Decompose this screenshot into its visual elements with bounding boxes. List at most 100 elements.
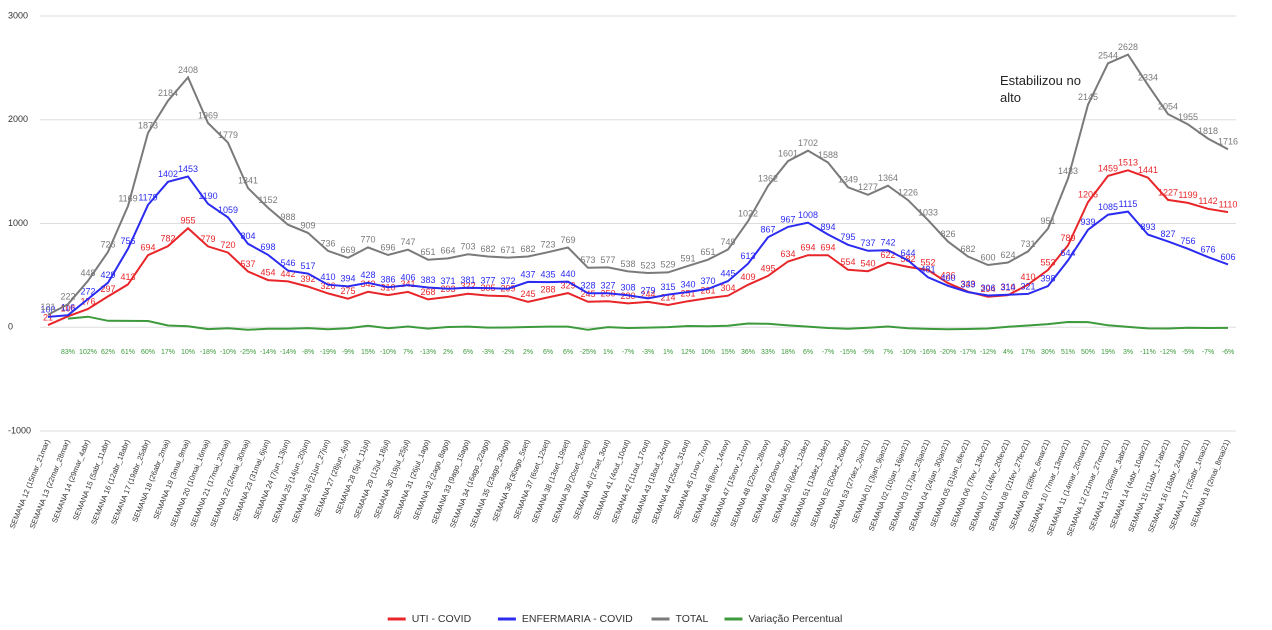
data-label: 314	[1000, 282, 1015, 292]
data-label: 445	[720, 268, 735, 278]
data-label: 372	[500, 276, 515, 286]
data-label: 106	[60, 304, 75, 314]
data-label: 410	[1020, 272, 1035, 282]
data-label: 1341	[238, 175, 258, 185]
data-label: -11%	[1140, 349, 1156, 356]
data-label: 326	[320, 281, 335, 291]
data-label: 1008	[798, 210, 818, 220]
data-label: 694	[820, 243, 835, 253]
data-label: 867	[760, 225, 775, 235]
data-label: 245	[580, 289, 595, 299]
data-label: 371	[440, 276, 455, 286]
data-label: 440	[560, 269, 575, 279]
data-label: 398	[1040, 273, 1055, 283]
data-label: 429	[100, 270, 115, 280]
data-label: 517	[300, 261, 315, 271]
data-label: 827	[1160, 229, 1175, 239]
data-label: 121	[40, 302, 55, 312]
data-label: 1349	[838, 175, 858, 185]
data-label: 537	[240, 259, 255, 269]
data-label: -6%	[1222, 349, 1234, 356]
data-label: 955	[180, 216, 195, 226]
data-label: 1179	[138, 192, 157, 202]
data-label: 651	[420, 247, 435, 257]
data-label: 552	[920, 257, 935, 267]
data-label: 2334	[1138, 72, 1158, 82]
data-label: -3%	[642, 349, 654, 356]
data-label: 442	[280, 269, 295, 279]
data-label: 577	[600, 255, 615, 265]
data-label: 553	[1040, 257, 1055, 267]
legend-label: ENFERMARIA - COVID	[522, 613, 633, 625]
data-label: 523	[640, 260, 655, 270]
data-label: -16%	[920, 349, 936, 356]
data-label: 703	[460, 242, 475, 252]
data-label: 381	[460, 275, 475, 285]
data-label: -18%	[200, 349, 216, 356]
data-label: 30%	[1041, 349, 1055, 356]
data-label: -14%	[280, 349, 296, 356]
data-label: 327	[600, 281, 615, 291]
data-label: 339	[960, 279, 975, 289]
data-label: 6%	[543, 349, 553, 356]
data-label: -10%	[900, 349, 916, 356]
data-label: 694	[140, 243, 155, 253]
data-label: 343	[960, 279, 975, 289]
data-label: 988	[280, 212, 295, 222]
data-label: -7%	[822, 349, 834, 356]
data-label: -25%	[580, 349, 596, 356]
data-label: 1%	[603, 349, 613, 356]
data-label: 1199	[1178, 190, 1197, 200]
data-label: 392	[300, 274, 315, 284]
data-label: 1115	[1119, 199, 1138, 209]
data-label: 967	[780, 214, 795, 224]
data-label: 779	[200, 234, 215, 244]
data-label: 51%	[1061, 349, 1075, 356]
data-label: 951	[1040, 216, 1055, 226]
data-label: 36%	[741, 349, 755, 356]
data-label: 6%	[803, 349, 813, 356]
data-label: 321	[1020, 281, 1035, 291]
data-label: 272	[80, 286, 95, 296]
data-label: 606	[1220, 252, 1235, 262]
data-label: 1601	[778, 149, 798, 159]
data-label: 409	[740, 272, 755, 282]
data-label: -12%	[980, 349, 996, 356]
data-label: 245	[520, 289, 535, 299]
data-label: 10%	[701, 349, 715, 356]
data-label: 696	[380, 242, 395, 252]
data-label: 1433	[1058, 166, 1078, 176]
data-label: 742	[880, 238, 895, 248]
data-label: 894	[820, 222, 835, 232]
data-label: 454	[260, 268, 275, 278]
data-label: 1022	[738, 209, 758, 219]
data-label: 61%	[121, 349, 135, 356]
data-label: 671	[500, 245, 515, 255]
data-label: -14%	[260, 349, 276, 356]
data-label: 770	[360, 235, 375, 245]
data-label: 529	[660, 260, 675, 270]
data-label: 18%	[781, 349, 795, 356]
data-label: 437	[520, 269, 535, 279]
data-label: 481	[920, 265, 935, 275]
data-label: 386	[380, 275, 395, 285]
data-label: 573	[580, 255, 595, 265]
data-label: 795	[840, 232, 855, 242]
data-label: 214	[660, 292, 675, 302]
data-label: 342	[360, 279, 375, 289]
data-label: 448	[80, 268, 95, 278]
data-label: 676	[1200, 244, 1215, 254]
data-label: 304	[720, 283, 735, 293]
annotation: Estabilizou no alto	[1000, 73, 1081, 105]
data-label: 804	[240, 231, 255, 241]
data-label: 1779	[218, 130, 238, 140]
data-label: 176	[80, 296, 95, 306]
legend-label: Variação Percentual	[749, 613, 843, 625]
data-label: 1152	[258, 195, 277, 205]
data-label: 306	[980, 283, 995, 293]
data-label: 60%	[141, 349, 155, 356]
data-label: 322	[460, 281, 475, 291]
data-label: 268	[420, 287, 435, 297]
data-label: 694	[800, 243, 815, 253]
data-label: 1955	[1178, 112, 1198, 122]
